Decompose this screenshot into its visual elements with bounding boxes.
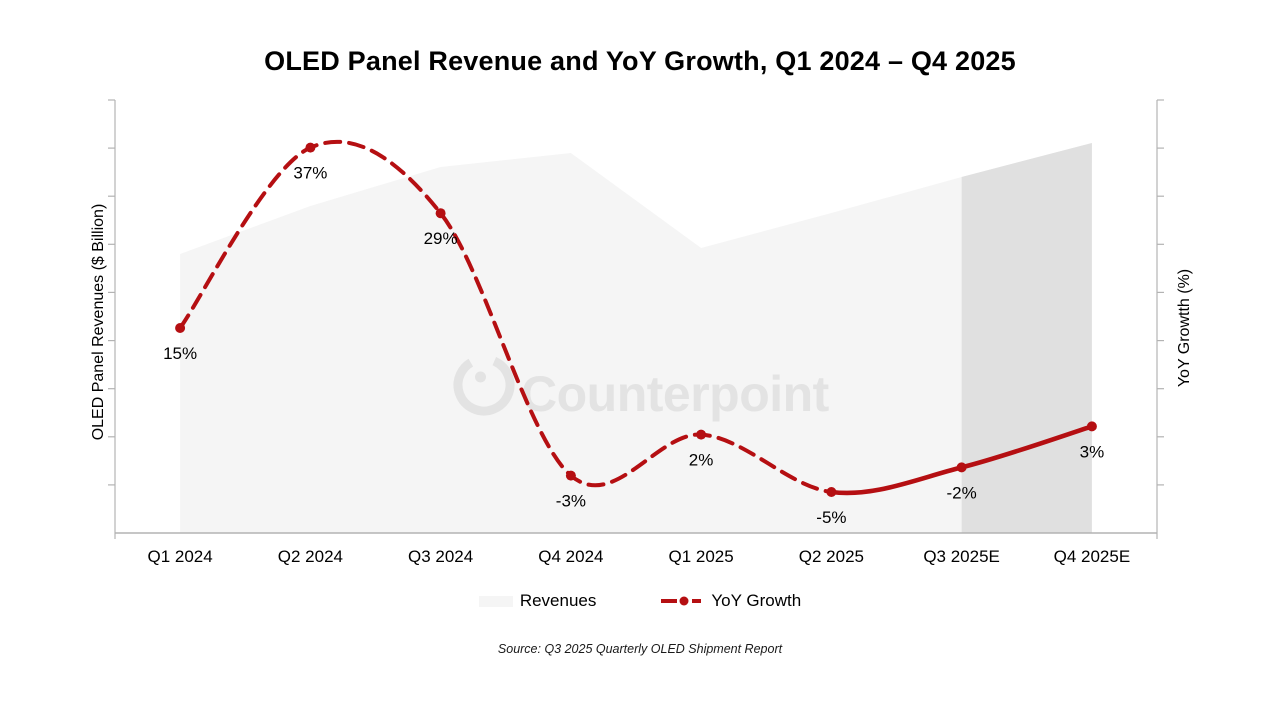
watermark: Counterpoint	[453, 354, 830, 422]
legend-item-revenues: Revenues	[478, 591, 597, 611]
data-point-label: 3%	[1080, 442, 1105, 461]
data-point-marker	[565, 470, 576, 481]
chart-title: OLED Panel Revenue and YoY Growth, Q1 20…	[264, 46, 1016, 76]
counterpoint-logo-dot	[475, 371, 486, 383]
data-point-label: 29%	[424, 229, 458, 248]
revenue-area	[180, 143, 1092, 533]
data-point-marker	[826, 487, 837, 497]
data-point-label: 15%	[163, 344, 197, 363]
x-axis-label: Q1 2024	[147, 547, 212, 566]
data-point-label: -3%	[556, 492, 586, 511]
revenue-area-forecast	[961, 143, 1092, 533]
legend-growth-label: YoY Growth	[711, 591, 802, 610]
data-point-marker	[175, 323, 186, 333]
data-point-marker	[435, 208, 446, 219]
source-note: Source: Q3 2025 Quarterly OLED Shipment …	[497, 642, 783, 656]
growth-line-icon	[661, 596, 702, 606]
x-axis-label: Q4 2025E	[1054, 547, 1131, 566]
x-axis-label: Q2 2024	[278, 547, 343, 566]
axis-ticks	[108, 99, 1164, 539]
right-axis-title: YoY Growtth (%)	[1176, 268, 1193, 388]
legend-item-growth: YoY Growth	[660, 591, 801, 611]
x-axis-label: Q3 2024	[408, 547, 473, 566]
data-point-marker	[305, 142, 316, 153]
legend: Revenues YoY Growth	[0, 591, 1280, 611]
x-axis-label: Q1 2025	[668, 547, 733, 566]
data-point-marker	[696, 429, 707, 440]
x-axis-label: Q4 2024	[538, 547, 603, 566]
legend-revenues-label: Revenues	[519, 591, 597, 610]
data-point-label: 37%	[293, 164, 327, 183]
data-point-label: -5%	[816, 508, 846, 527]
x-axis-label: Q3 2025E	[923, 547, 1000, 566]
data-point-label: -2%	[946, 483, 976, 502]
watermark-text: Counterpoint	[521, 366, 830, 422]
left-axis-title: OLED Panel Revenues ($ Billion)	[90, 203, 107, 441]
data-point-marker	[956, 462, 967, 473]
revenues-swatch-icon	[478, 595, 513, 607]
x-axis-label: Q2 2025	[799, 547, 864, 566]
data-point-label: 2%	[689, 451, 714, 470]
data-point-marker	[1086, 421, 1097, 432]
